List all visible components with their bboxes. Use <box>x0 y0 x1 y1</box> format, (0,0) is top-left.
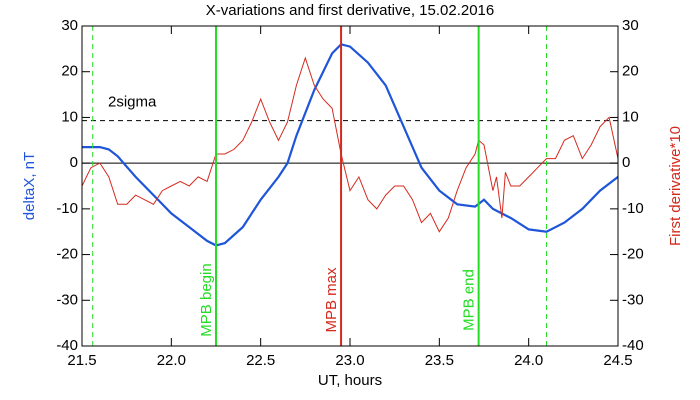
y-tick-label: -10 <box>56 200 78 217</box>
y-axis-label: deltaX, nT <box>21 152 38 220</box>
y-tick-label: 0 <box>70 154 78 171</box>
y-tick-label: -20 <box>56 246 78 263</box>
annotation: MPB begin <box>198 263 215 336</box>
data-line <box>81 56 619 233</box>
y2-tick-label: -30 <box>622 291 644 308</box>
y2-tick-label: -20 <box>622 246 644 263</box>
y2-tick-label: 20 <box>622 63 639 80</box>
y-tick-label: -40 <box>56 337 78 354</box>
x-tick-label: 22.5 <box>246 352 275 369</box>
y-tick-label: 10 <box>61 108 78 125</box>
y-tick-label: 30 <box>61 17 78 34</box>
y2-tick-label: -40 <box>622 337 644 354</box>
data-line <box>82 43 619 247</box>
y-tick-label: 20 <box>61 63 78 80</box>
chart-title: X-variations and first derivative, 15.02… <box>206 2 495 19</box>
x-axis-label: UT, hours <box>318 372 382 389</box>
y2-tick-label: 30 <box>622 17 639 34</box>
annotation: MPB end <box>461 269 478 331</box>
x-tick-label: 24.5 <box>603 352 632 369</box>
y2-tick-label: 10 <box>622 108 639 125</box>
y2-tick-label: -10 <box>622 200 644 217</box>
x-tick-label: 21.5 <box>67 352 96 369</box>
x-tick-label: 23.5 <box>425 352 454 369</box>
x-tick-label: 23.0 <box>335 352 364 369</box>
x-tick-label: 22.0 <box>157 352 186 369</box>
annotation: 2sigma <box>108 94 157 111</box>
plot-frame <box>81 25 619 347</box>
annotation: MPB max <box>323 267 340 333</box>
y2-tick-label: 0 <box>622 154 630 171</box>
y-tick-label: -30 <box>56 291 78 308</box>
x-tick-label: 24.0 <box>514 352 543 369</box>
y2-axis-label: First derivative*10 <box>667 126 684 246</box>
